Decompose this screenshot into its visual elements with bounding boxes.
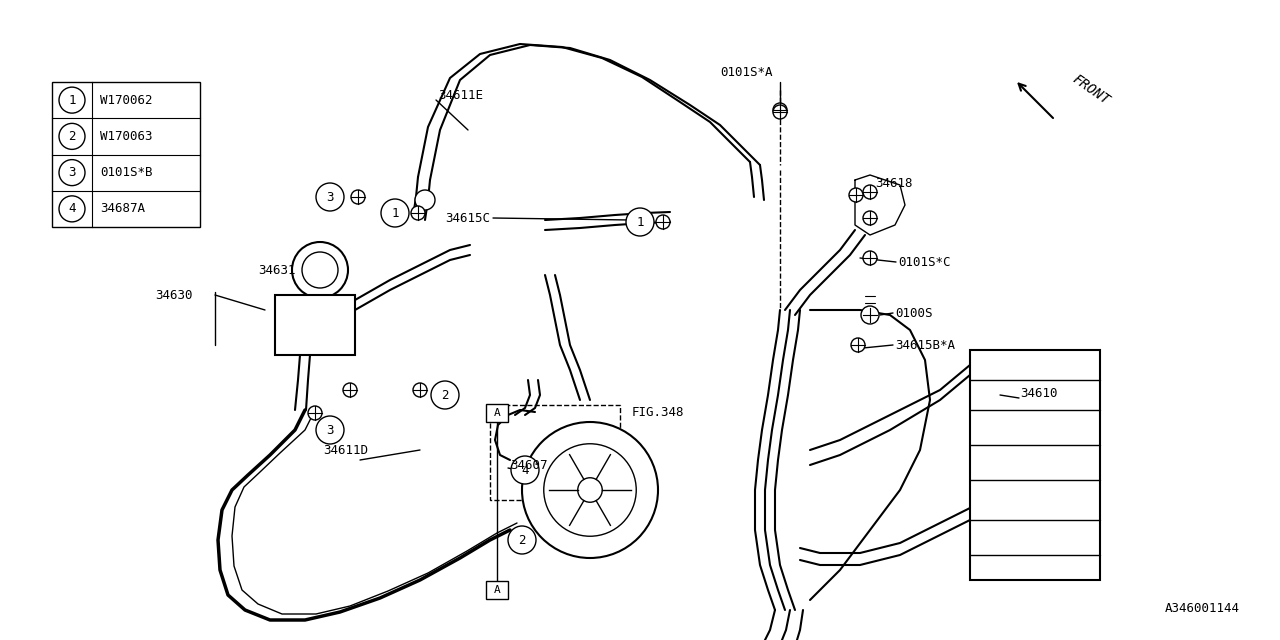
Circle shape [508, 526, 536, 554]
Text: 1: 1 [636, 216, 644, 228]
Text: 34630: 34630 [155, 289, 192, 301]
Circle shape [863, 251, 877, 265]
Circle shape [292, 242, 348, 298]
Text: A: A [494, 408, 500, 418]
Bar [275, 295, 355, 355]
Circle shape [657, 215, 669, 229]
Text: 1: 1 [392, 207, 399, 220]
Circle shape [415, 190, 435, 210]
Text: 34631: 34631 [259, 264, 296, 276]
Text: 34615C: 34615C [445, 211, 490, 225]
Text: 34615B*A: 34615B*A [895, 339, 955, 351]
Circle shape [431, 381, 460, 409]
Circle shape [343, 383, 357, 397]
Text: 0101S*C: 0101S*C [899, 255, 951, 269]
Text: 2: 2 [518, 534, 526, 547]
Text: 3: 3 [326, 191, 334, 204]
Circle shape [308, 406, 323, 420]
Text: 0100S: 0100S [895, 307, 933, 319]
Bar [486, 581, 508, 599]
Text: 34610: 34610 [1020, 387, 1057, 399]
Text: W170063: W170063 [100, 130, 152, 143]
Text: 2: 2 [442, 388, 449, 401]
Circle shape [413, 383, 428, 397]
Circle shape [411, 206, 425, 220]
Text: 4: 4 [521, 463, 529, 477]
Text: 34611E: 34611E [438, 88, 483, 102]
Text: FIG.348: FIG.348 [632, 406, 685, 419]
Text: 34687A: 34687A [100, 202, 145, 216]
Text: 2: 2 [68, 130, 76, 143]
Circle shape [863, 211, 877, 225]
Circle shape [522, 422, 658, 558]
Text: 4: 4 [68, 202, 76, 216]
Text: 3: 3 [326, 424, 334, 436]
Bar [490, 405, 620, 500]
Circle shape [863, 185, 877, 199]
Circle shape [316, 183, 344, 211]
Circle shape [316, 416, 344, 444]
Text: 34618: 34618 [876, 177, 913, 189]
Circle shape [59, 87, 84, 113]
Text: A346001144: A346001144 [1165, 602, 1240, 615]
Circle shape [849, 188, 863, 202]
Circle shape [851, 338, 865, 352]
Text: W170062: W170062 [100, 93, 152, 107]
Circle shape [59, 124, 84, 149]
Text: 0101S*A: 0101S*A [721, 65, 773, 79]
Circle shape [59, 159, 84, 186]
Circle shape [626, 208, 654, 236]
Text: 3: 3 [68, 166, 76, 179]
Circle shape [351, 190, 365, 204]
Bar [52, 82, 200, 227]
Circle shape [59, 196, 84, 222]
Circle shape [773, 105, 787, 119]
Text: FRONT: FRONT [1070, 72, 1112, 108]
Text: 34607: 34607 [509, 458, 548, 472]
Text: 0101S*B: 0101S*B [100, 166, 152, 179]
Circle shape [773, 103, 787, 117]
Text: 1: 1 [68, 93, 76, 107]
Text: A: A [494, 585, 500, 595]
Bar [970, 350, 1100, 580]
Circle shape [511, 456, 539, 484]
Circle shape [381, 199, 410, 227]
Circle shape [861, 306, 879, 324]
Bar [486, 404, 508, 422]
Circle shape [863, 308, 877, 322]
Text: 34611D: 34611D [323, 444, 369, 456]
